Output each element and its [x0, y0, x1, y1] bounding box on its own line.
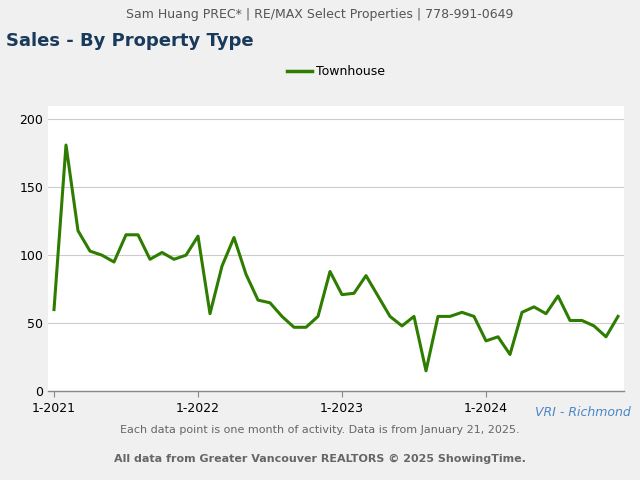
Text: All data from Greater Vancouver REALTORS © 2025 ShowingTime.: All data from Greater Vancouver REALTORS…: [114, 454, 526, 464]
Text: VRI - Richmond: VRI - Richmond: [534, 406, 630, 419]
Text: Each data point is one month of activity. Data is from January 21, 2025.: Each data point is one month of activity…: [120, 425, 520, 435]
Text: Sam Huang PREC* | RE/MAX Select Properties | 778-991-0649: Sam Huang PREC* | RE/MAX Select Properti…: [126, 8, 514, 22]
Legend: Townhouse: Townhouse: [282, 60, 390, 84]
Text: Sales - By Property Type: Sales - By Property Type: [6, 32, 254, 50]
